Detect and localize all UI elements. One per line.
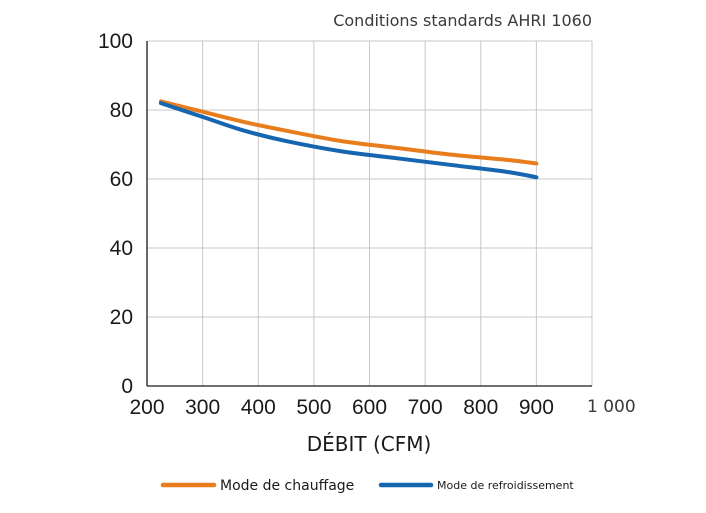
x-tick-label: 300 [185, 396, 220, 419]
grid [147, 40, 593, 386]
series-line-heating [158, 99, 539, 166]
x-axis-title: DÉBIT (CFM) [307, 432, 432, 456]
legend-label-cooling: Mode de refroidissement [437, 479, 574, 492]
chart-subtitle: Conditions standards AHRI 1060 [333, 11, 592, 30]
y-tick-labels: 0 20 40 60 80 100 [98, 30, 133, 398]
y-tick-label: 0 [121, 375, 133, 398]
legend-label-heating: Mode de chauffage [220, 478, 354, 494]
series-lines [158, 99, 539, 180]
y-tick-label: 100 [98, 30, 133, 53]
y-tick-label: 60 [110, 168, 133, 191]
x-tick-label: 1 000 [587, 397, 636, 417]
legend: Mode de chauffage Mode de refroidissemen… [160, 478, 574, 494]
x-tick-label: 500 [296, 396, 331, 419]
x-tick-labels: 200 300 400 500 600 700 800 900 1 000 [129, 396, 635, 419]
series-line-cooling [158, 101, 539, 180]
x-tick-label: 400 [241, 396, 276, 419]
x-tick-label: 800 [463, 396, 498, 419]
x-tick-label: 700 [408, 396, 443, 419]
y-tick-label: 20 [110, 306, 133, 329]
x-tick-label: 600 [352, 396, 387, 419]
y-tick-label: 80 [110, 99, 133, 122]
x-tick-label: 900 [519, 396, 554, 419]
axes [146, 41, 592, 387]
x-tick-label: 200 [129, 396, 164, 419]
y-tick-label: 40 [110, 237, 133, 260]
